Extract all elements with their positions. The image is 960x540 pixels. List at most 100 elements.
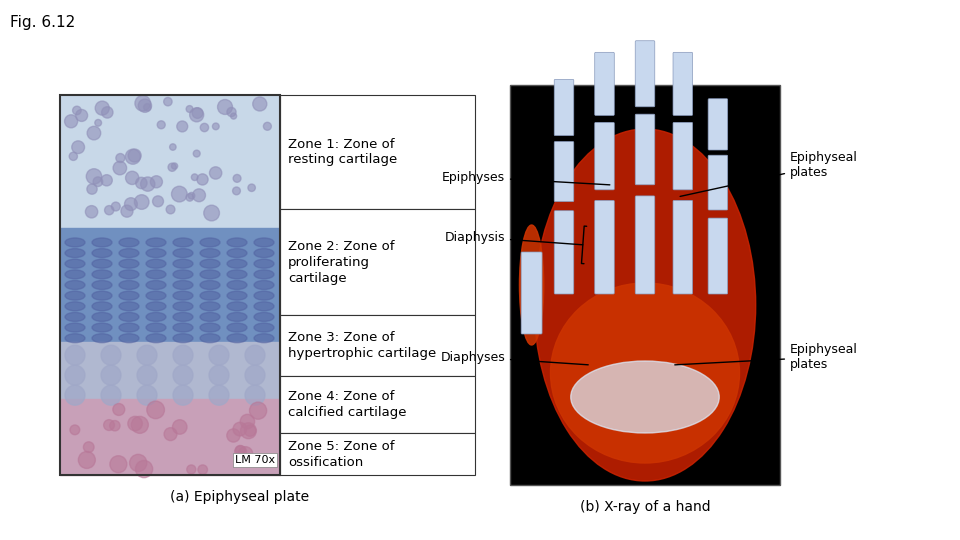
Ellipse shape bbox=[227, 302, 247, 311]
Ellipse shape bbox=[146, 291, 166, 300]
Ellipse shape bbox=[92, 259, 112, 268]
Ellipse shape bbox=[227, 238, 247, 247]
Circle shape bbox=[137, 365, 157, 385]
Ellipse shape bbox=[227, 248, 247, 258]
Circle shape bbox=[104, 420, 114, 430]
Circle shape bbox=[227, 429, 240, 442]
Ellipse shape bbox=[254, 238, 274, 247]
Ellipse shape bbox=[200, 313, 220, 321]
Circle shape bbox=[147, 401, 164, 418]
FancyBboxPatch shape bbox=[673, 200, 692, 294]
Bar bbox=[280, 209, 475, 315]
Circle shape bbox=[126, 171, 139, 185]
Circle shape bbox=[164, 428, 177, 441]
Ellipse shape bbox=[571, 361, 719, 433]
FancyBboxPatch shape bbox=[708, 218, 728, 294]
FancyBboxPatch shape bbox=[708, 155, 728, 210]
Circle shape bbox=[197, 174, 208, 185]
Ellipse shape bbox=[200, 238, 220, 247]
Ellipse shape bbox=[92, 280, 112, 289]
Ellipse shape bbox=[92, 238, 112, 247]
FancyBboxPatch shape bbox=[595, 123, 614, 190]
Ellipse shape bbox=[92, 291, 112, 300]
Circle shape bbox=[164, 97, 172, 106]
Ellipse shape bbox=[92, 270, 112, 279]
Circle shape bbox=[76, 110, 87, 122]
Ellipse shape bbox=[519, 225, 543, 345]
Ellipse shape bbox=[92, 323, 112, 332]
Circle shape bbox=[144, 104, 151, 111]
Circle shape bbox=[173, 385, 193, 405]
Circle shape bbox=[212, 123, 219, 130]
Circle shape bbox=[101, 385, 121, 405]
FancyBboxPatch shape bbox=[673, 123, 692, 190]
Bar bbox=[280, 315, 475, 376]
Ellipse shape bbox=[119, 302, 139, 311]
Ellipse shape bbox=[146, 259, 166, 268]
Ellipse shape bbox=[227, 270, 247, 279]
Circle shape bbox=[69, 152, 78, 160]
Ellipse shape bbox=[200, 323, 220, 332]
FancyBboxPatch shape bbox=[636, 196, 655, 294]
Ellipse shape bbox=[535, 129, 756, 481]
Ellipse shape bbox=[65, 302, 85, 311]
Circle shape bbox=[238, 447, 252, 461]
Text: Fig. 6.12: Fig. 6.12 bbox=[10, 15, 75, 30]
FancyBboxPatch shape bbox=[673, 52, 692, 116]
Circle shape bbox=[170, 144, 176, 150]
Text: LM 70x: LM 70x bbox=[235, 455, 275, 465]
Ellipse shape bbox=[200, 291, 220, 300]
Circle shape bbox=[113, 403, 125, 415]
Circle shape bbox=[138, 99, 152, 112]
Ellipse shape bbox=[227, 259, 247, 268]
Ellipse shape bbox=[65, 248, 85, 258]
Ellipse shape bbox=[173, 238, 193, 247]
Circle shape bbox=[135, 96, 151, 111]
FancyBboxPatch shape bbox=[595, 52, 614, 116]
Ellipse shape bbox=[119, 323, 139, 332]
Circle shape bbox=[132, 416, 149, 433]
Circle shape bbox=[250, 402, 267, 419]
Ellipse shape bbox=[173, 280, 193, 289]
Circle shape bbox=[126, 149, 140, 164]
Text: Zone 4: Zone of
calcified cartilage: Zone 4: Zone of calcified cartilage bbox=[288, 390, 406, 419]
Bar bbox=[60, 342, 280, 399]
Circle shape bbox=[93, 177, 103, 186]
Circle shape bbox=[245, 365, 265, 385]
Ellipse shape bbox=[119, 313, 139, 321]
Ellipse shape bbox=[254, 259, 274, 268]
Circle shape bbox=[128, 149, 141, 162]
Bar bbox=[60, 399, 280, 475]
Circle shape bbox=[218, 99, 232, 114]
Bar bbox=[60, 95, 280, 475]
Circle shape bbox=[252, 97, 267, 111]
Circle shape bbox=[101, 345, 121, 365]
Text: Epiphyses: Epiphyses bbox=[442, 171, 610, 185]
Ellipse shape bbox=[146, 270, 166, 279]
Ellipse shape bbox=[173, 248, 193, 258]
Circle shape bbox=[134, 195, 149, 210]
Circle shape bbox=[137, 345, 157, 365]
Circle shape bbox=[102, 107, 113, 118]
Circle shape bbox=[173, 345, 193, 365]
Ellipse shape bbox=[146, 280, 166, 289]
Ellipse shape bbox=[146, 302, 166, 311]
Ellipse shape bbox=[254, 334, 274, 343]
Ellipse shape bbox=[92, 313, 112, 321]
Ellipse shape bbox=[146, 313, 166, 321]
Ellipse shape bbox=[200, 280, 220, 289]
Circle shape bbox=[232, 187, 240, 195]
Circle shape bbox=[186, 106, 193, 112]
Circle shape bbox=[157, 121, 165, 129]
Circle shape bbox=[193, 189, 205, 202]
Ellipse shape bbox=[146, 238, 166, 247]
Text: Zone 1: Zone of
resting cartilage: Zone 1: Zone of resting cartilage bbox=[288, 138, 397, 166]
Circle shape bbox=[111, 202, 120, 211]
Circle shape bbox=[209, 365, 229, 385]
FancyBboxPatch shape bbox=[521, 252, 542, 334]
Circle shape bbox=[65, 345, 85, 365]
Circle shape bbox=[125, 198, 137, 211]
Circle shape bbox=[137, 385, 157, 405]
Ellipse shape bbox=[65, 313, 85, 321]
Circle shape bbox=[248, 184, 255, 192]
